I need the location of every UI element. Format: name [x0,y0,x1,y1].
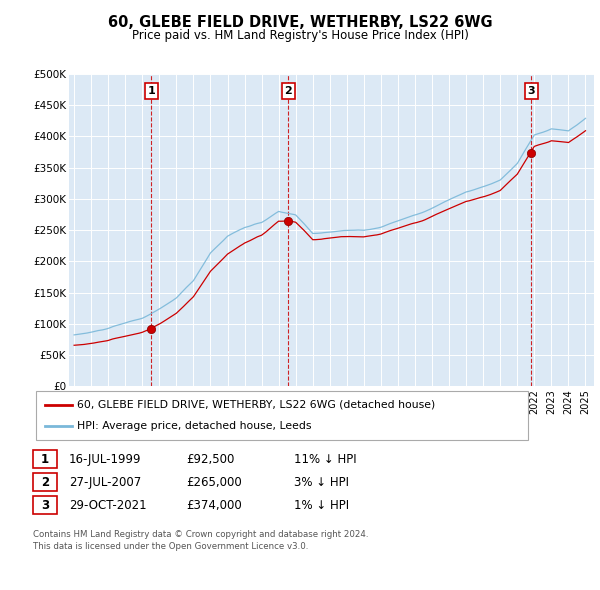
Text: 3: 3 [41,499,49,512]
Text: 60, GLEBE FIELD DRIVE, WETHERBY, LS22 6WG: 60, GLEBE FIELD DRIVE, WETHERBY, LS22 6W… [107,15,493,30]
Text: This data is licensed under the Open Government Licence v3.0.: This data is licensed under the Open Gov… [33,542,308,550]
Text: Contains HM Land Registry data © Crown copyright and database right 2024.: Contains HM Land Registry data © Crown c… [33,530,368,539]
Text: 1: 1 [148,86,155,96]
Text: 29-OCT-2021: 29-OCT-2021 [69,499,146,512]
Text: £92,500: £92,500 [186,453,235,466]
Text: 60, GLEBE FIELD DRIVE, WETHERBY, LS22 6WG (detached house): 60, GLEBE FIELD DRIVE, WETHERBY, LS22 6W… [77,399,435,409]
Text: 3: 3 [527,86,535,96]
Text: 3% ↓ HPI: 3% ↓ HPI [294,476,349,489]
Text: 16-JUL-1999: 16-JUL-1999 [69,453,142,466]
Text: 2: 2 [284,86,292,96]
Text: 1: 1 [41,453,49,466]
Text: £374,000: £374,000 [186,499,242,512]
Text: 27-JUL-2007: 27-JUL-2007 [69,476,141,489]
Text: HPI: Average price, detached house, Leeds: HPI: Average price, detached house, Leed… [77,421,311,431]
Text: 11% ↓ HPI: 11% ↓ HPI [294,453,356,466]
Text: 1% ↓ HPI: 1% ↓ HPI [294,499,349,512]
Text: £265,000: £265,000 [186,476,242,489]
Text: 2: 2 [41,476,49,489]
Text: Price paid vs. HM Land Registry's House Price Index (HPI): Price paid vs. HM Land Registry's House … [131,30,469,42]
